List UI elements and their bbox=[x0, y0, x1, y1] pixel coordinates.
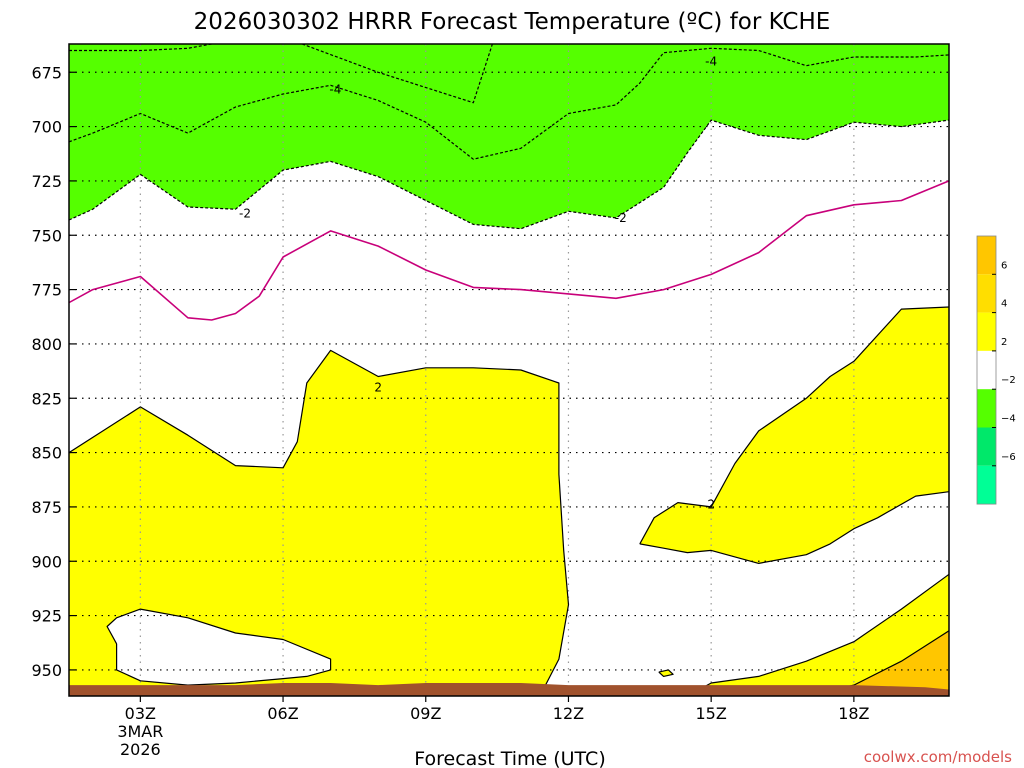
x-tick-label-15Z: 15Z bbox=[695, 704, 726, 723]
y-axis: 675 700 725 750 775 800 825 850 875 900 925 950 bbox=[31, 63, 76, 680]
colorbar-segment bbox=[977, 389, 996, 428]
x-axis-label: Forecast Time (UTC) bbox=[414, 748, 605, 768]
y-tick-label-675: 675 bbox=[31, 63, 62, 82]
y-tick-label-825: 825 bbox=[31, 389, 62, 408]
x-tick-label-09Z: 09Z bbox=[410, 704, 441, 723]
colorbar-label: 2 bbox=[1001, 337, 1007, 348]
chart-title: 2026030302 HRRR Forecast Temperature (ºC… bbox=[194, 9, 831, 35]
colorbar-label: 4 bbox=[1001, 299, 1007, 310]
colorbar-segment bbox=[977, 312, 996, 351]
colorbar-segment bbox=[977, 465, 996, 505]
y-tick-label-925: 925 bbox=[31, 607, 62, 626]
ground-layer bbox=[69, 683, 949, 696]
label-minus-2-b: -2 bbox=[615, 211, 627, 225]
x-date-label: 3MAR bbox=[117, 722, 163, 741]
contour-zero bbox=[69, 180, 949, 321]
y-tick-label-875: 875 bbox=[31, 498, 62, 517]
colorbar-label: −2 bbox=[1001, 375, 1016, 386]
colorbar-label: 6 bbox=[1001, 260, 1007, 271]
y-tick-label-725: 725 bbox=[31, 172, 62, 191]
label-plus-2-b: 2 bbox=[707, 498, 715, 512]
contour-minus-4 bbox=[69, 47, 949, 160]
y-tick-label-800: 800 bbox=[31, 335, 62, 354]
contour-plus-2-b-lower bbox=[639, 491, 949, 564]
minus-2-region bbox=[69, 44, 949, 229]
y-tick-label-700: 700 bbox=[31, 118, 62, 137]
plus-4-region bbox=[806, 630, 949, 696]
y-tick-label-850: 850 bbox=[31, 444, 62, 463]
label-minus-4-b: -4 bbox=[705, 54, 717, 68]
temperature-fills bbox=[69, 44, 949, 696]
white-pocket bbox=[107, 609, 331, 686]
colorbar-segment bbox=[977, 350, 996, 390]
y-tick-label-950: 950 bbox=[31, 661, 62, 680]
contour-plus-2-d bbox=[687, 573, 949, 696]
label-minus-2-a: -2 bbox=[239, 207, 251, 221]
credit-text[interactable]: coolwx.com/models bbox=[864, 748, 1012, 766]
colorbar: 6 4 2 −2 −4 −6 bbox=[976, 235, 1016, 505]
x-tick-label-03Z: 03Z bbox=[125, 704, 156, 723]
contour-plus-2-b bbox=[639, 306, 949, 545]
x-tick-label-06Z: 06Z bbox=[267, 704, 298, 723]
colorbar-segment bbox=[977, 236, 996, 275]
contour-plus-2-a bbox=[69, 349, 570, 696]
x-tick-label-18Z: 18Z bbox=[838, 704, 869, 723]
x-year-label: 2026 bbox=[120, 740, 161, 759]
contour-minus-6 bbox=[301, 44, 493, 104]
y-tick-label-750: 750 bbox=[31, 226, 62, 245]
grid-lines bbox=[69, 44, 949, 696]
colorbar-segment bbox=[977, 274, 996, 313]
colorbar-label: −6 bbox=[1001, 452, 1016, 463]
plus-2-region-d bbox=[687, 574, 949, 696]
y-tick-label-900: 900 bbox=[31, 552, 62, 571]
contour-plus-2-pocket bbox=[106, 608, 332, 686]
label-minus-4-a: -4 bbox=[329, 83, 341, 97]
plus-2-region-a bbox=[69, 350, 569, 696]
colorbar-label: −4 bbox=[1001, 414, 1016, 425]
contour-minus-4-top bbox=[69, 44, 212, 52]
contour-labels: -4 -4 -2 -2 2 2 bbox=[239, 54, 717, 511]
colorbar-frame bbox=[976, 235, 997, 505]
ground-surface bbox=[69, 683, 949, 696]
y-tick-label-775: 775 bbox=[31, 281, 62, 300]
x-tick-label-12Z: 12Z bbox=[553, 704, 584, 723]
plus-2-region-b bbox=[639, 307, 949, 564]
contour-plus-2-c bbox=[658, 669, 674, 677]
label-plus-2-a: 2 bbox=[374, 380, 382, 394]
plot-area: -4 -4 -2 -2 2 2 bbox=[69, 44, 949, 696]
colorbar-segment bbox=[977, 427, 996, 466]
plot-frame bbox=[68, 43, 950, 697]
